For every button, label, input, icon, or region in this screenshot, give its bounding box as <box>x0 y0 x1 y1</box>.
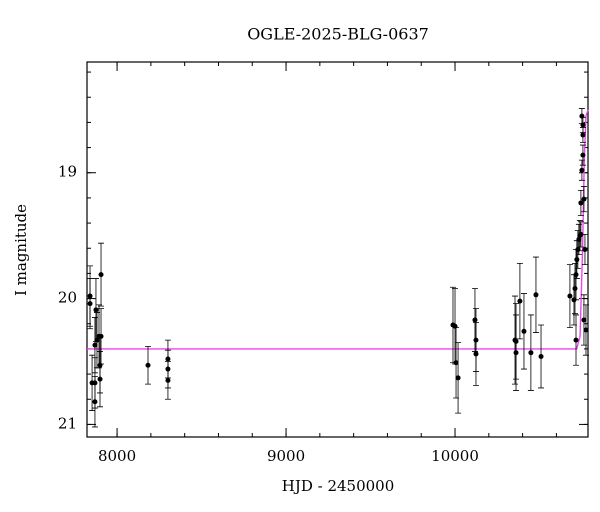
data-point <box>97 362 103 368</box>
data-point <box>580 152 586 158</box>
chart-title: OGLE-2025-BLG-0637 <box>247 25 429 44</box>
data-point <box>472 317 478 323</box>
data-point <box>538 353 544 359</box>
data-point <box>579 113 585 119</box>
data-point <box>473 351 479 357</box>
data-point <box>521 328 527 334</box>
x-axis-label: HJD - 2450000 <box>282 477 395 495</box>
data-point <box>580 132 586 138</box>
data-point <box>455 375 461 381</box>
data-point <box>581 196 587 202</box>
data-point <box>517 298 523 304</box>
data-point <box>98 272 104 278</box>
data-point <box>145 362 151 368</box>
data-point <box>567 293 573 299</box>
data-point <box>579 167 585 173</box>
data-point <box>513 338 519 344</box>
data-point <box>578 200 584 206</box>
data-point <box>573 337 579 343</box>
x-tick-label: 10000 <box>431 447 479 465</box>
data-point <box>528 350 534 356</box>
data-point <box>165 377 171 383</box>
data-point <box>582 247 588 252</box>
data-point <box>533 292 539 298</box>
data-point <box>87 301 93 307</box>
data-point <box>98 333 104 339</box>
data-point <box>574 257 580 263</box>
x-tick-label: 8000 <box>98 447 136 465</box>
data-point <box>452 323 458 329</box>
y-tick-label: 20 <box>58 289 77 307</box>
data-point <box>580 122 586 128</box>
data-point <box>92 342 98 348</box>
x-tick-label: 9000 <box>267 447 305 465</box>
data-point <box>578 231 584 237</box>
data-point <box>581 317 587 323</box>
data-point <box>573 272 579 278</box>
y-axis-label: I magnitude <box>12 204 30 296</box>
y-tick-label: 19 <box>58 163 77 181</box>
data-point <box>93 307 99 313</box>
data-point <box>583 327 589 333</box>
data-point <box>92 399 98 405</box>
data-point <box>572 286 578 292</box>
plot-frame <box>86 61 589 438</box>
model-curve <box>87 109 589 350</box>
y-tick-label: 21 <box>58 414 77 432</box>
data-point <box>453 360 459 366</box>
data-point <box>94 337 100 343</box>
